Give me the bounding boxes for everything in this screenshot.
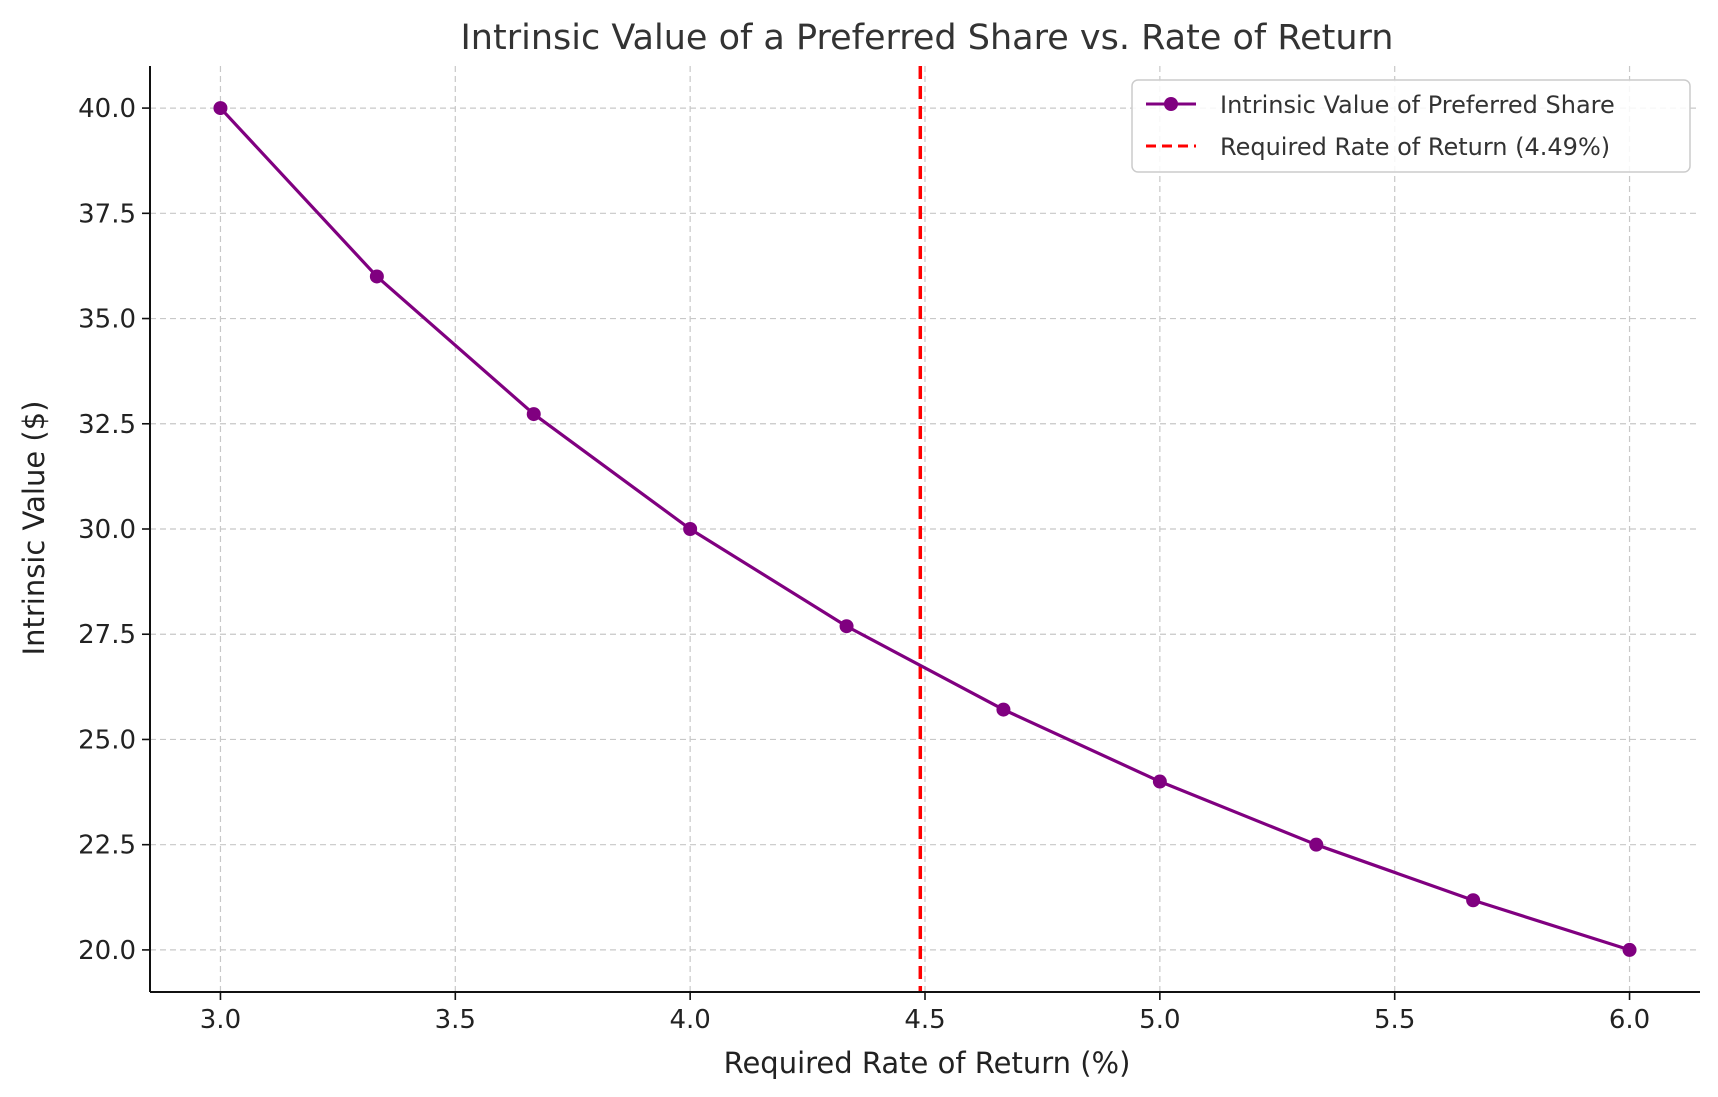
data-point [1466, 893, 1481, 908]
data-point [683, 522, 698, 536]
x-tick-label: 4.5 [904, 1005, 945, 1035]
x-tick-label: 6.0 [1609, 1005, 1650, 1035]
y-tick-label: 22.5 [78, 831, 136, 861]
grid [150, 66, 1700, 992]
x-tick-label: 3.5 [435, 1005, 476, 1035]
x-tick-label: 5.0 [1139, 1005, 1180, 1035]
series [213, 101, 1637, 957]
data-point [1309, 837, 1324, 852]
x-axis-label: Required Rate of Return (%) [724, 1046, 1131, 1080]
y-tick-label: 25.0 [78, 725, 136, 755]
y-tick-label: 40.0 [78, 94, 136, 124]
y-tick-label: 35.0 [78, 305, 136, 335]
y-axis-label: Intrinsic Value ($) [17, 401, 51, 656]
legend-label-reference: Required Rate of Return (4.49%) [1220, 133, 1610, 161]
data-point [996, 702, 1011, 717]
legend-label-series: Intrinsic Value of Preferred Share [1220, 91, 1615, 119]
data-point [839, 619, 854, 634]
legend-series-marker [1164, 97, 1178, 111]
data-point [213, 101, 228, 116]
legend-box [1131, 79, 1691, 173]
legend: Intrinsic Value of Preferred Share Requi… [1131, 79, 1691, 173]
y-tick-label: 37.5 [78, 199, 136, 229]
series-line [219, 107, 1631, 952]
x-tick-label: 3.0 [200, 1005, 241, 1035]
y-tick-label: 27.5 [78, 620, 136, 650]
data-point [1152, 774, 1167, 789]
data-point [526, 407, 541, 422]
y-tick-label: 32.5 [78, 410, 136, 440]
y-tick-label: 20.0 [78, 936, 136, 966]
x-tick-label: 5.5 [1374, 1005, 1415, 1035]
chart-title: Intrinsic Value of a Preferred Share vs.… [460, 18, 1393, 58]
data-point [1622, 942, 1637, 957]
x-tick-label: 4.0 [669, 1005, 710, 1035]
axes: 3.0 3.5 4.0 4.5 5.0 5.5 6.0 20.0 22.5 25.0 27.5 30.… [78, 66, 1700, 1035]
y-tick-label: 30.0 [78, 515, 136, 545]
data-point [369, 269, 384, 284]
